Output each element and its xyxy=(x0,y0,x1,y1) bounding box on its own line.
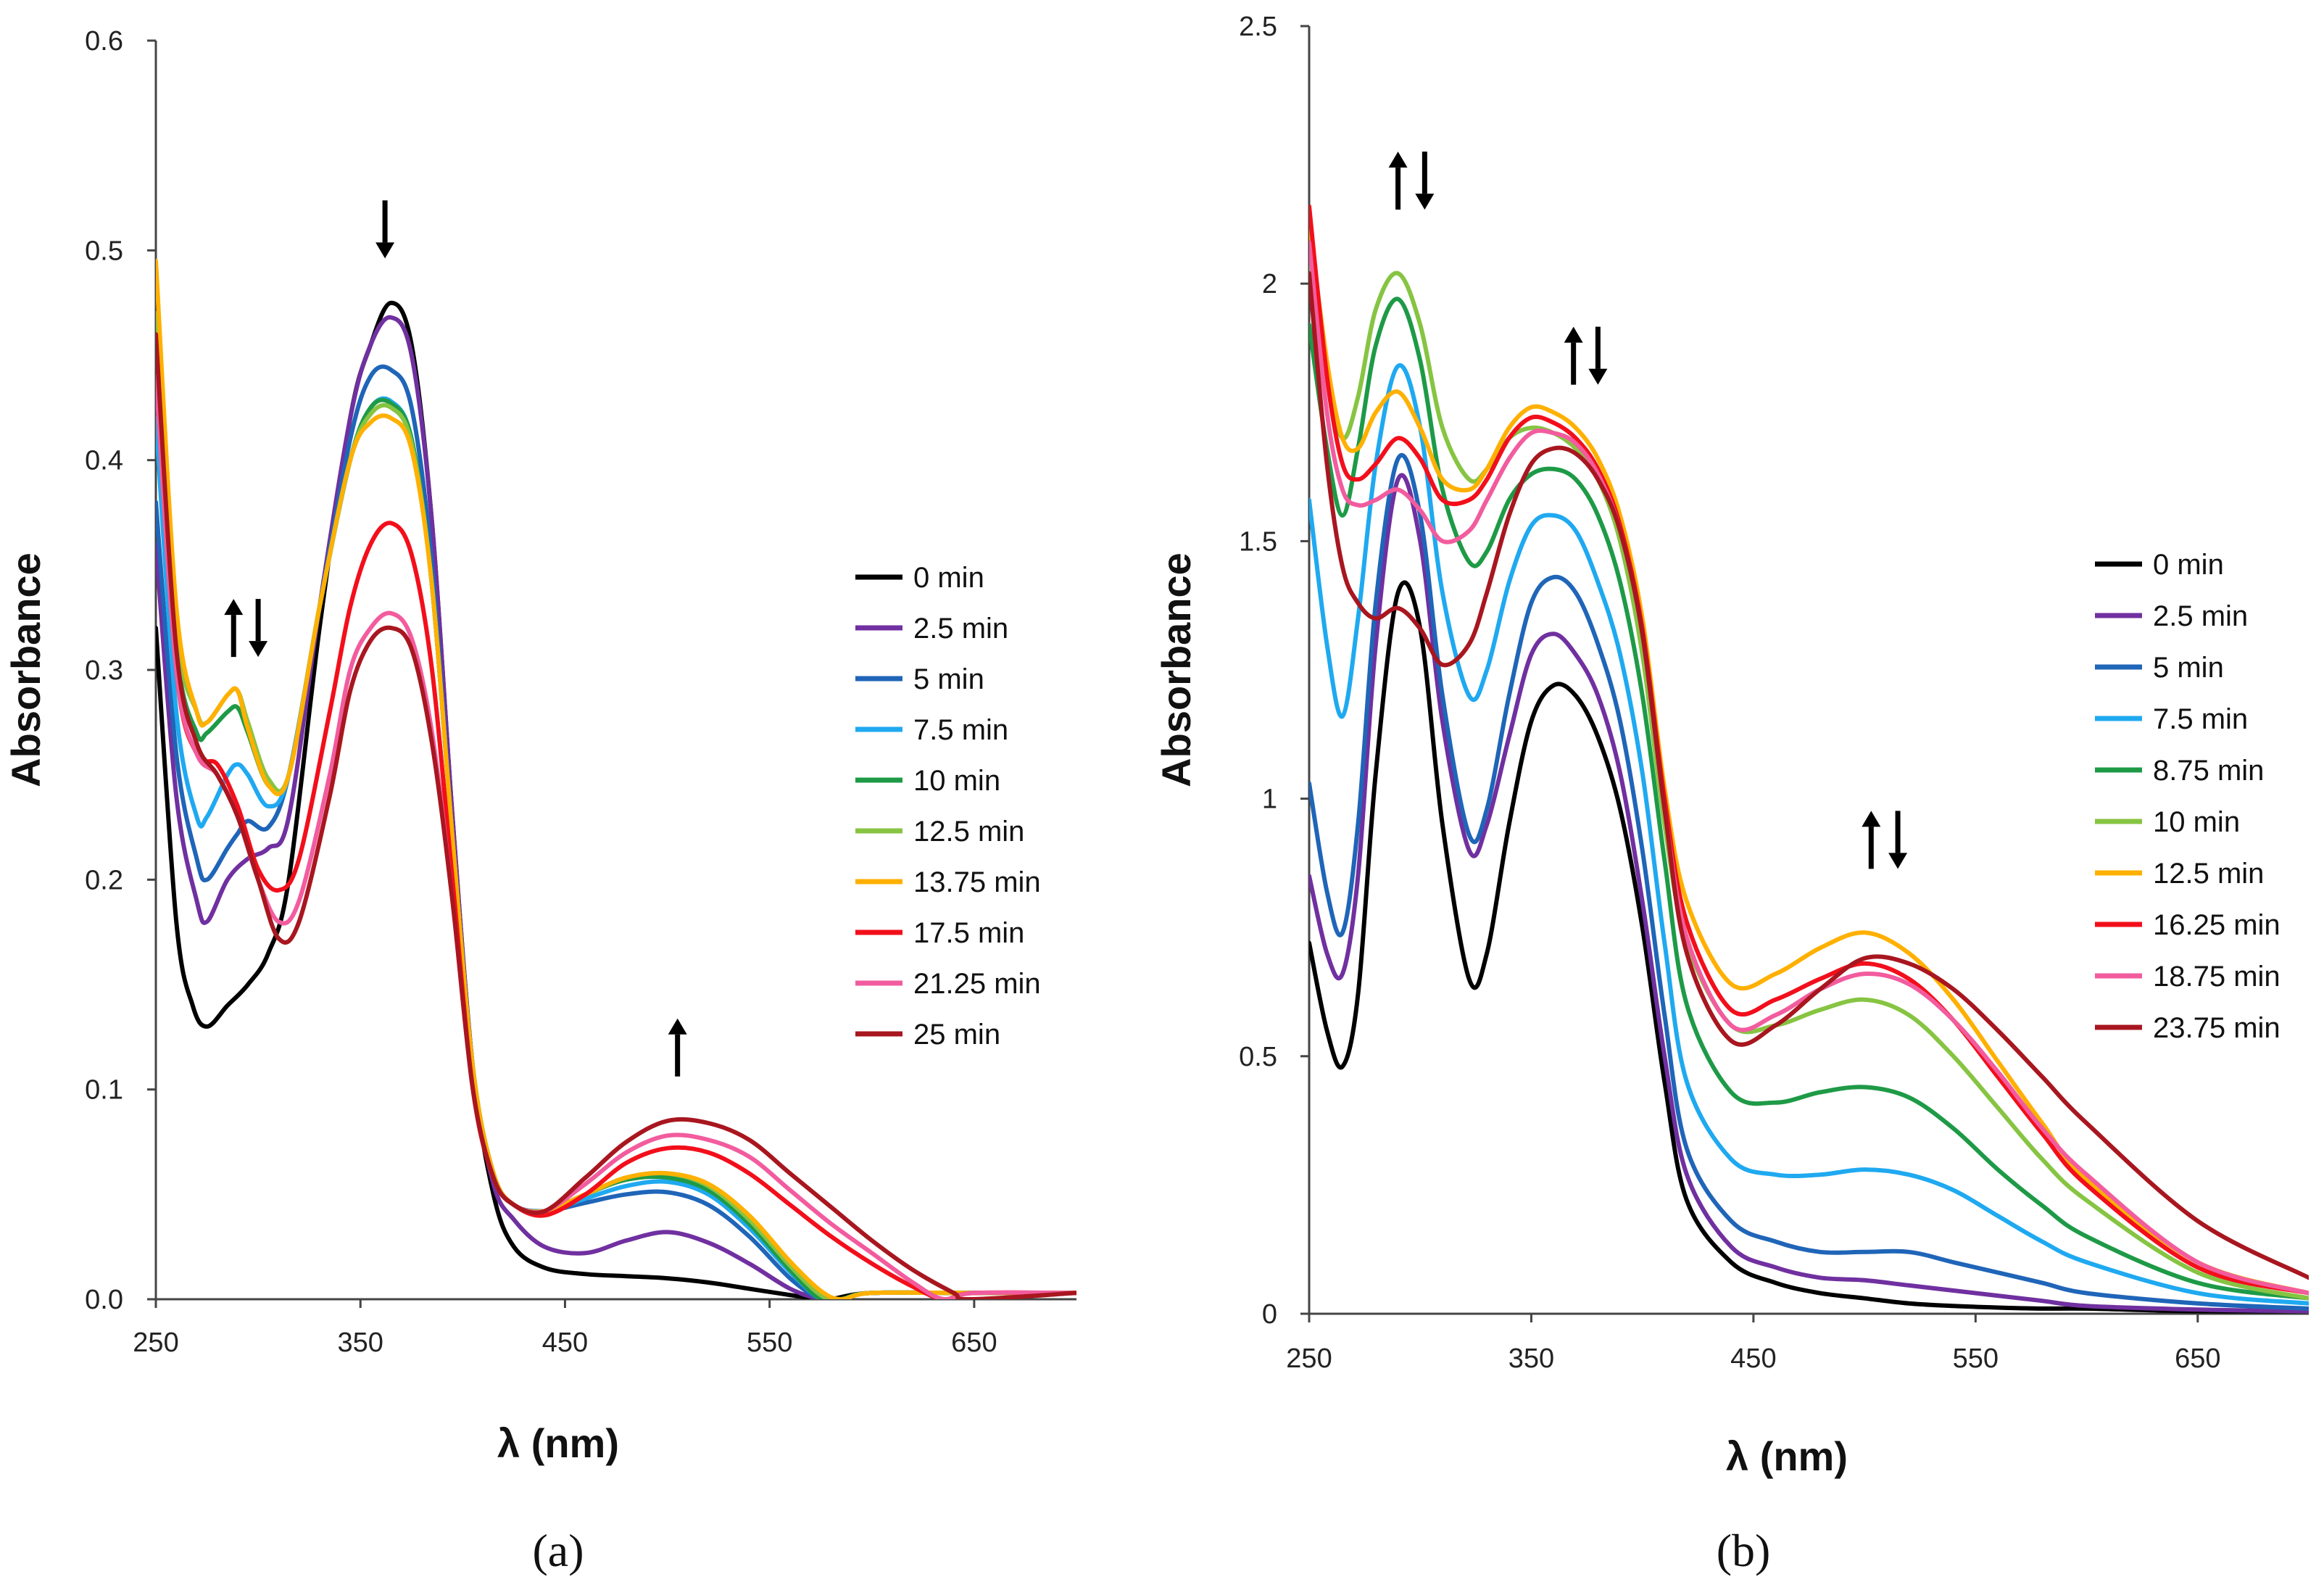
legend-entry: 13.75 min xyxy=(913,866,1041,898)
legend-entry: 18.75 min xyxy=(2153,961,2281,993)
arrow-up-icon xyxy=(224,599,244,616)
legend-entry: 25 min xyxy=(913,1019,1000,1051)
legend-entry: 16.25 min xyxy=(2153,909,2281,941)
legend-entry: 10 min xyxy=(913,765,1000,797)
arrow-up-icon xyxy=(1564,326,1583,343)
y-tick-label: 0.2 xyxy=(85,865,123,895)
legend-entry: 8.75 min xyxy=(2153,755,2264,787)
legend-entry: 7.5 min xyxy=(2153,703,2248,735)
x-tick-label: 650 xyxy=(2175,1343,2220,1374)
series-line-0-min xyxy=(1309,580,2309,1314)
series-line-13-75-min xyxy=(156,258,1076,1299)
y-tick-label: 1 xyxy=(1262,784,1277,815)
legend-entry: 7.5 min xyxy=(913,714,1008,746)
legend: 0 min 2.5 min 5 min 7.5 min 8.75 min 10 min 12… xyxy=(2095,549,2281,1044)
y-tick-label: 0.6 xyxy=(85,26,123,57)
legend-entry: 2.5 min xyxy=(2153,600,2248,632)
arrow-up-icon xyxy=(668,1018,687,1035)
legend-entry: 0 min xyxy=(2153,549,2224,581)
x-tick-label: 350 xyxy=(1508,1343,1554,1374)
legend-entry: 12.5 min xyxy=(2153,858,2264,890)
series-line-7-5-min xyxy=(1309,363,2309,1306)
y-tick-label: 0.1 xyxy=(85,1075,123,1106)
x-tick-label: 350 xyxy=(338,1328,383,1358)
x-tick-label: 550 xyxy=(747,1328,792,1358)
x-tick-label: 550 xyxy=(1953,1343,1999,1374)
y-tick-label: 0.3 xyxy=(85,655,123,686)
x-tick-label: 250 xyxy=(133,1328,178,1358)
y-tick-label: 0.5 xyxy=(1239,1042,1277,1072)
series-line-17-5-min xyxy=(156,353,1076,1299)
arrow-down-icon xyxy=(1415,194,1435,210)
x-axis-label: λ (nm) xyxy=(497,1420,619,1466)
x-tick-label: 450 xyxy=(542,1328,588,1358)
panel-label: (b) xyxy=(1717,1525,1771,1576)
y-tick-label: 0.0 xyxy=(85,1285,123,1315)
series-line-5-min xyxy=(1309,452,2309,1311)
x-tick-label: 450 xyxy=(1730,1343,1776,1374)
series-line-23-75-min xyxy=(1309,271,2309,1280)
legend-entry: 23.75 min xyxy=(2153,1012,2281,1044)
legend-entry: 2.5 min xyxy=(913,613,1008,645)
legend-entry: 10 min xyxy=(2153,806,2240,838)
series-lines xyxy=(1309,204,2309,1314)
panel-b: 0 0.5 1 1.5 2 2.5 250 350 450 550 650 λ (nm) Absorba… xyxy=(1153,12,2309,1576)
panel-label: (a) xyxy=(532,1525,584,1576)
legend-entry: 17.5 min xyxy=(913,917,1024,949)
y-axis-label: Absorbance xyxy=(3,552,49,787)
legend-entry: 5 min xyxy=(913,663,984,695)
y-tick-label: 2.5 xyxy=(1239,12,1277,42)
legend-entry: 0 min xyxy=(913,562,984,594)
y-tick-label: 0.4 xyxy=(85,446,123,476)
arrow-down-icon xyxy=(375,242,395,259)
arrow-up-icon xyxy=(1388,152,1408,168)
y-tick-label: 0.5 xyxy=(85,236,123,266)
series-line-25-min xyxy=(156,332,1076,1299)
y-axis-label: Absorbance xyxy=(1153,552,1199,787)
panel-a: 0.0 0.1 0.2 0.3 0.4 0.5 0.6 250 350 450 550 650 λ (n… xyxy=(3,26,1076,1576)
legend-entry: 12.5 min xyxy=(913,816,1024,848)
y-tick-label: 0 xyxy=(1262,1299,1277,1330)
x-tick-label: 650 xyxy=(951,1328,997,1358)
series-line-10-min xyxy=(1309,255,2309,1301)
series-line-2-5-min xyxy=(156,315,1076,1299)
x-axis-label: λ (nm) xyxy=(1726,1433,1848,1479)
series-line-8-75-min xyxy=(1309,297,2309,1301)
x-tick-label: 250 xyxy=(1286,1343,1332,1374)
y-tick-label: 2 xyxy=(1262,269,1277,299)
series-lines xyxy=(156,258,1076,1299)
series-line-16-25-min xyxy=(1309,204,2309,1296)
y-tick-label: 1.5 xyxy=(1239,526,1277,557)
arrow-down-icon xyxy=(1888,853,1908,869)
series-line-2-5-min xyxy=(1309,473,2309,1314)
legend-entry: 5 min xyxy=(2153,652,2224,684)
legend: 0 min 2.5 min 5 min 7.5 min 10 min 12.5 min 13… xyxy=(855,562,1041,1051)
arrow-down-icon xyxy=(249,641,268,658)
arrow-down-icon xyxy=(1588,368,1608,385)
arrow-up-icon xyxy=(1862,811,1881,827)
legend-entry: 21.25 min xyxy=(913,968,1041,1000)
